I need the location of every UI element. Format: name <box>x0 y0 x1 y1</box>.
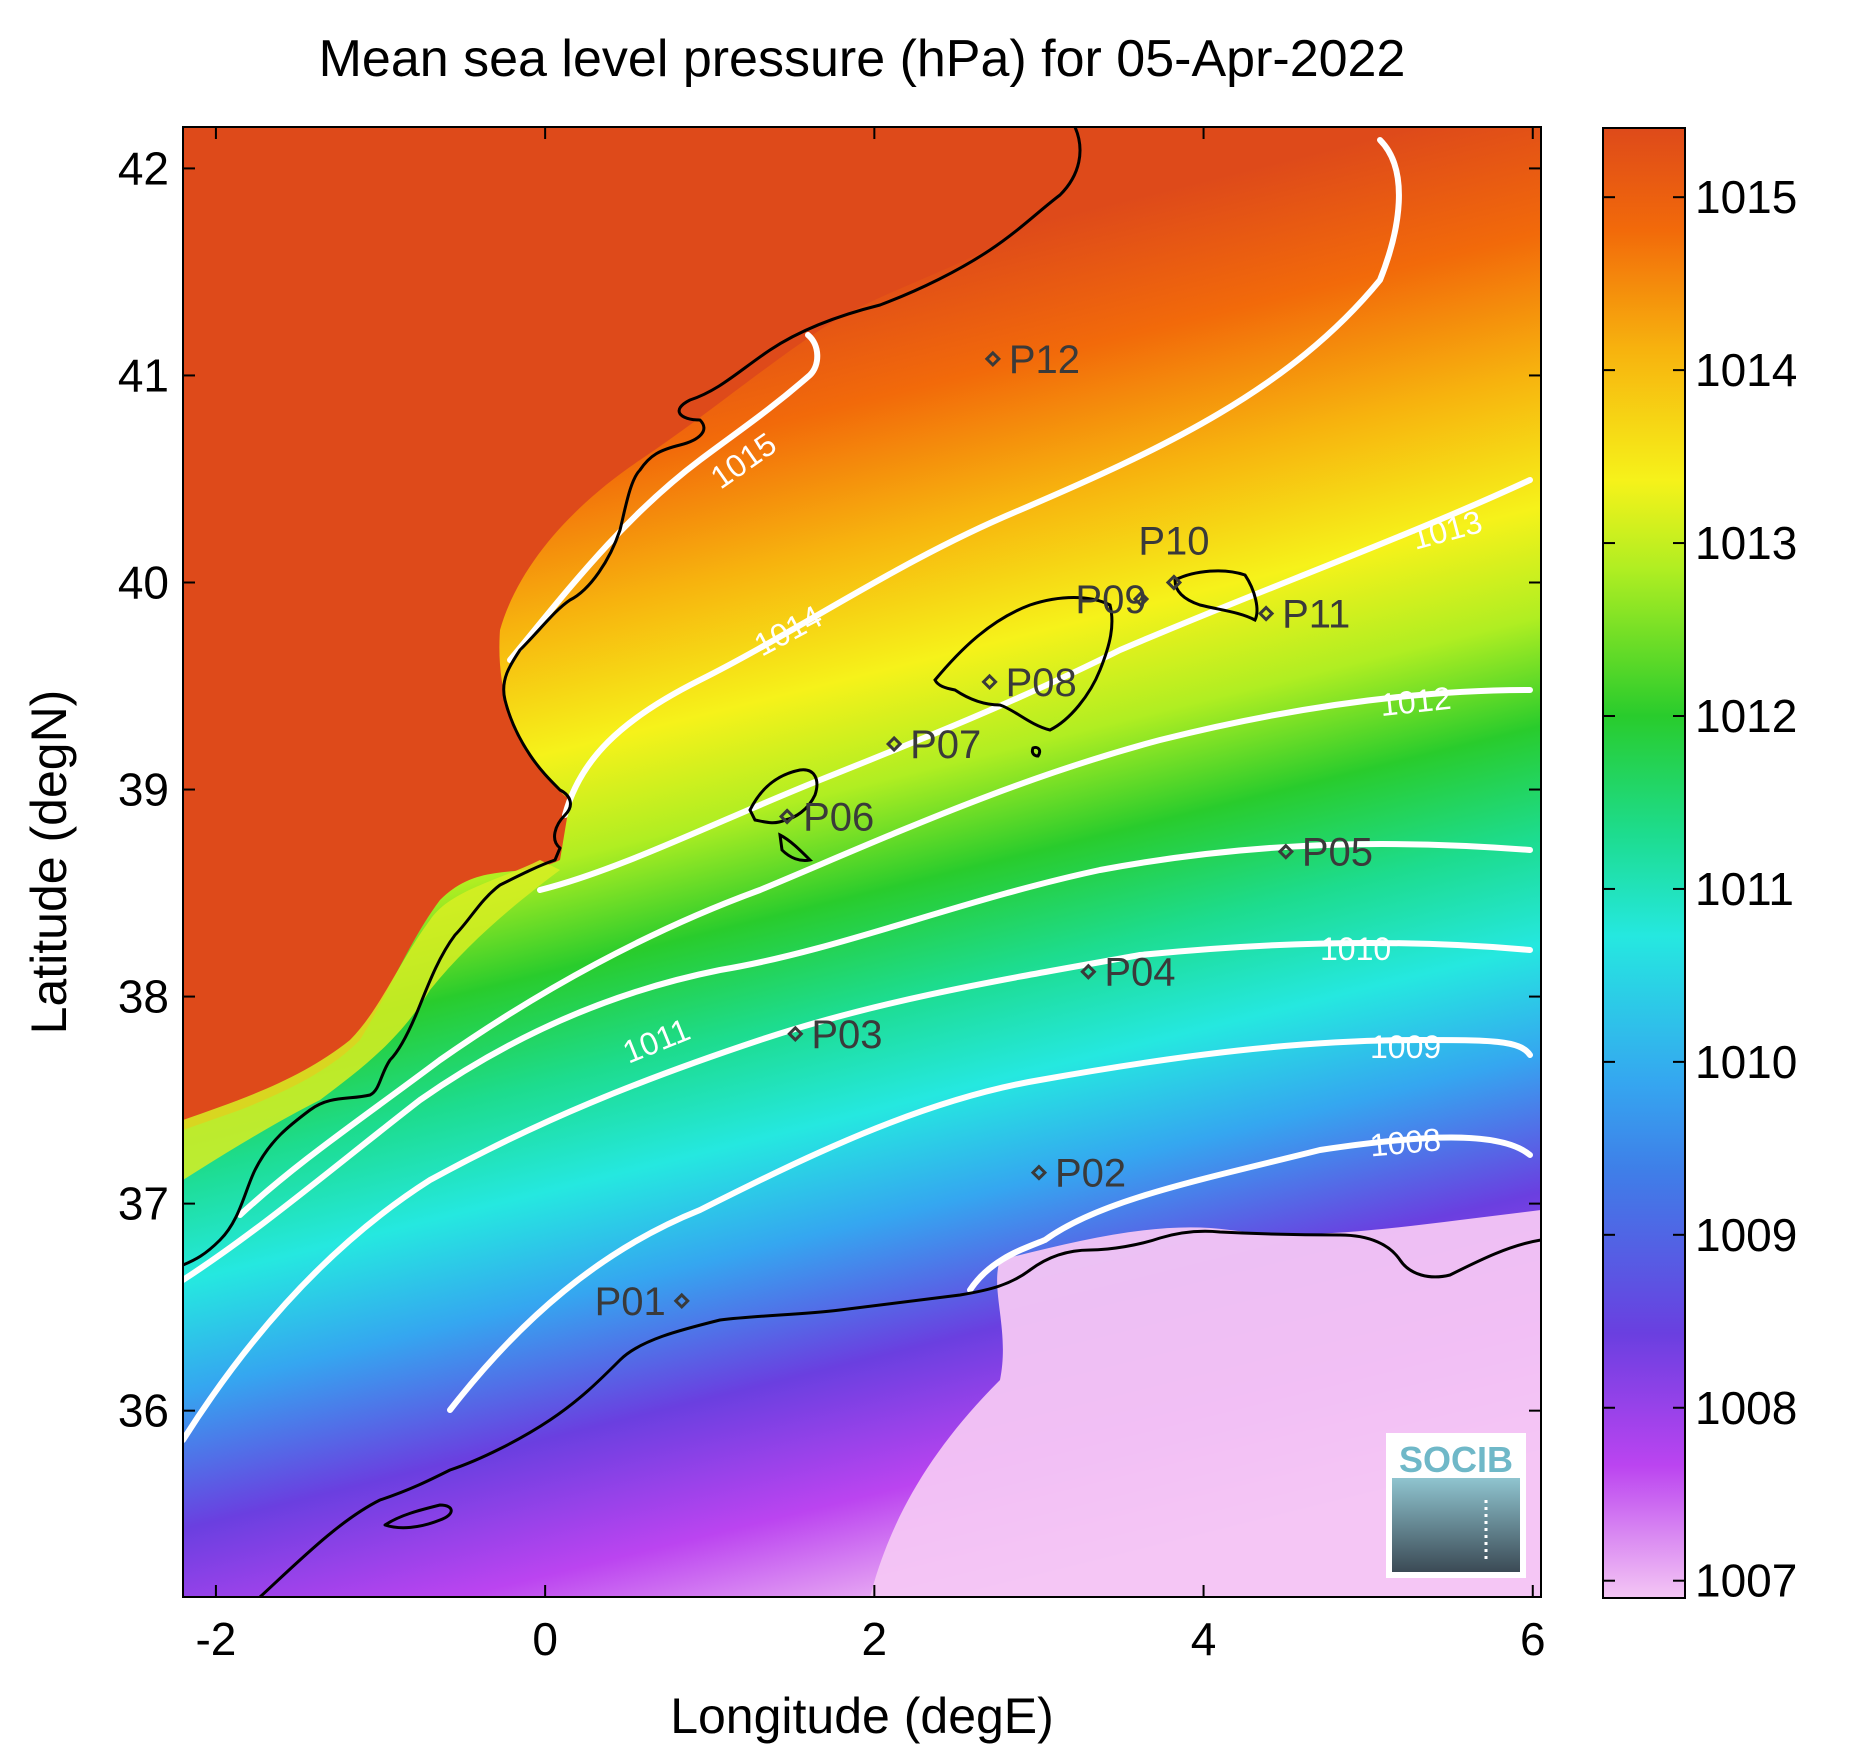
contour-1011 <box>183 841 1533 1283</box>
socib-logo-water <box>1392 1478 1520 1572</box>
contour-1014 <box>562 137 1402 818</box>
station-p01: P01 <box>595 1280 690 1324</box>
colorbar-tick-label: 1012 <box>1695 690 1797 742</box>
station-marker <box>778 808 796 825</box>
station-marker <box>787 1025 804 1042</box>
station-marker <box>1257 605 1275 622</box>
station-marker <box>1277 843 1294 860</box>
contour-label-1008: 1008 <box>1368 1121 1442 1163</box>
mallorca-coastline <box>933 596 1114 732</box>
colorbar-tick-label: 1007 <box>1695 1555 1797 1607</box>
figure-title: Mean sea level pressure (hPa) for 05-Apr… <box>319 30 1406 88</box>
pressure-field <box>183 127 1541 1597</box>
contour-1010 <box>183 940 1533 1443</box>
plot-frame <box>182 126 1542 1598</box>
station-p04: P04 <box>1080 951 1176 995</box>
station-p12: P12 <box>984 338 1080 382</box>
colorbar-tick-label: 1011 <box>1695 863 1794 915</box>
station-label: P10 <box>1138 519 1209 563</box>
x-tick-label: 4 <box>1191 1613 1217 1665</box>
station-label: P02 <box>1055 1152 1126 1196</box>
station-label: P06 <box>803 795 874 839</box>
coastlines <box>183 127 1541 1597</box>
x-tick-label: 0 <box>532 1613 558 1665</box>
contour-lines <box>183 137 1533 1443</box>
station-p07: P07 <box>885 723 981 767</box>
y-tick-label: 40 <box>118 556 169 608</box>
x-axis-label: Longitude (degE) <box>670 1688 1054 1744</box>
north-africa-coastline <box>258 1229 1541 1597</box>
alboran-island-coastline <box>383 1503 453 1530</box>
station-label: P07 <box>910 723 981 767</box>
colorbar-tick-label: 1008 <box>1695 1382 1797 1434</box>
cabrera-coastline <box>1030 746 1042 758</box>
station-p05: P05 <box>1277 831 1373 875</box>
station-marker <box>1080 963 1097 980</box>
station-label: P12 <box>1009 338 1080 382</box>
station-label: P09 <box>1075 578 1146 622</box>
colorbar-tick-label: 1010 <box>1695 1036 1797 1088</box>
station-marker <box>1165 574 1183 591</box>
station-label: P04 <box>1104 951 1175 995</box>
colorbar: 1007 1008 1009 1010 1011 1012 1013 1014 1015 <box>1602 127 1797 1607</box>
formentera-coastline <box>778 832 814 862</box>
station-p10: P10 <box>1138 519 1210 591</box>
y-tick-label: 38 <box>118 971 169 1023</box>
y-tick-label: 42 <box>118 142 169 194</box>
y-axis-label: Latitude (degN) <box>21 690 77 1035</box>
plot-ticks: -2 0 2 4 6 36 37 38 39 40 41 42 <box>118 127 1546 1665</box>
colorbar-tick-label: 1013 <box>1695 517 1797 569</box>
y-tick-label: 39 <box>118 764 169 816</box>
x-tick-label: -2 <box>195 1613 236 1665</box>
station-p09: P09 <box>1075 578 1150 622</box>
station-label: P05 <box>1302 831 1373 875</box>
contour-1008 <box>967 1134 1533 1293</box>
menorca-coastline <box>1173 569 1259 623</box>
station-label: P11 <box>1282 593 1350 637</box>
y-tick-label: 36 <box>118 1385 169 1437</box>
socib-logo-text: SOCIB <box>1399 1439 1513 1480</box>
station-p02: P02 <box>1030 1152 1126 1196</box>
balearic-islands <box>748 569 1259 862</box>
y-tick-label: 37 <box>118 1178 169 1230</box>
station-marker <box>885 735 903 753</box>
contour-1015 <box>507 332 821 663</box>
iberian-coastline <box>183 127 1082 1267</box>
station-label: P03 <box>811 1013 882 1057</box>
contour-1012 <box>237 687 1533 1218</box>
station-marker <box>673 1292 690 1310</box>
x-tick-label: 6 <box>1520 1613 1546 1665</box>
station-marker <box>1030 1164 1048 1181</box>
station-p03: P03 <box>787 1013 883 1057</box>
x-tick-label: 2 <box>862 1613 888 1665</box>
socib-logo: SOCIB <box>1386 1433 1526 1578</box>
station-marker <box>981 673 998 690</box>
colorbar-tick-label: 1009 <box>1695 1209 1797 1261</box>
colorbar-gradient <box>1602 127 1686 1599</box>
station-p08: P08 <box>981 661 1077 705</box>
contour-label-1009: 1009 <box>1370 1029 1441 1065</box>
station-label: P01 <box>595 1280 666 1324</box>
colorbar-tick-label: 1015 <box>1695 171 1797 223</box>
station-marker <box>1132 590 1150 608</box>
colorbar-ticks: 1007 1008 1009 1010 1011 1012 1013 1014 1015 <box>1603 171 1797 1607</box>
contour-label-1012: 1012 <box>1378 680 1453 723</box>
contour-1009 <box>447 1037 1533 1413</box>
station-p11: P11 <box>1257 593 1350 637</box>
station-marker <box>984 350 1001 368</box>
ibiza-coastline <box>748 768 819 825</box>
station-markers: P01 P02 P03 P04 P05 P06 P07 P08 P09 P10 P11 P12 <box>595 338 1373 1324</box>
contour-label-1010: 1010 <box>1320 931 1391 967</box>
y-tick-label: 41 <box>118 349 169 401</box>
colorbar-tick-label: 1014 <box>1695 344 1797 396</box>
station-label: P08 <box>1006 661 1077 705</box>
station-p06: P06 <box>778 795 874 839</box>
